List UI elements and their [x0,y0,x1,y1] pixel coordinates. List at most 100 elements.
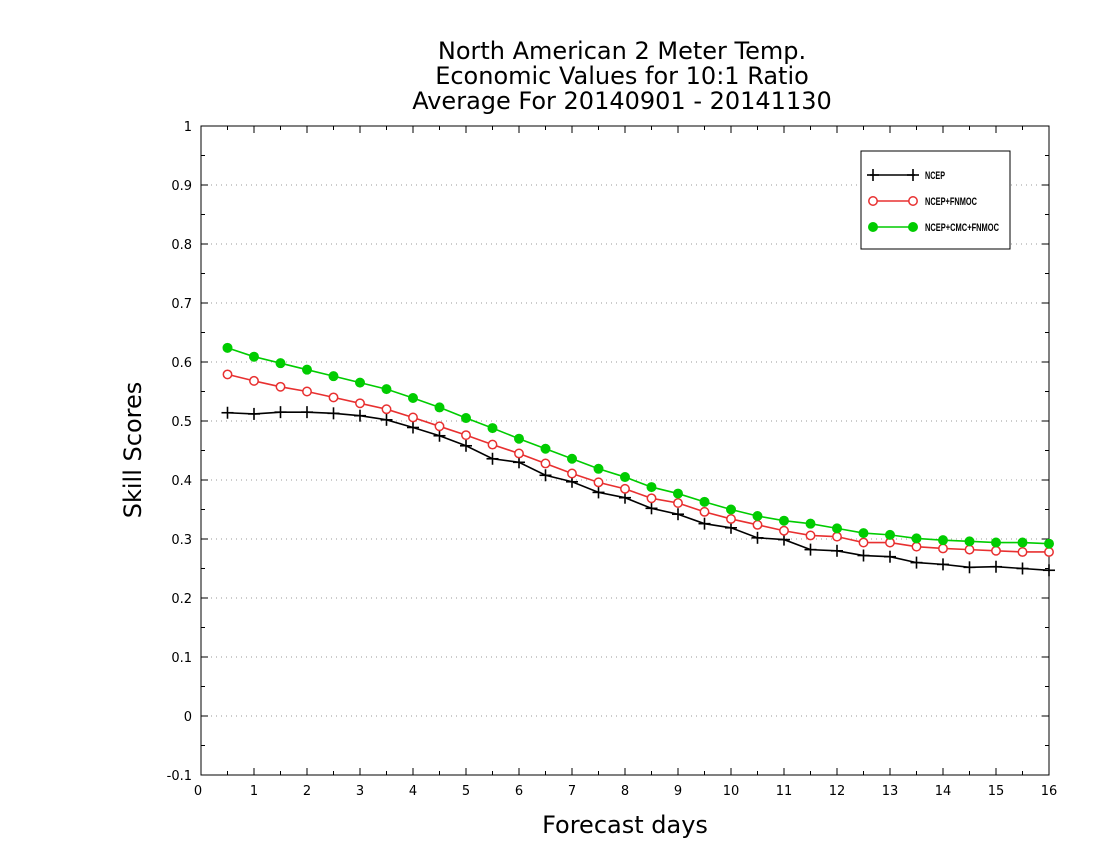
x-tick-label: 5 [462,784,470,799]
data-point [991,545,1001,556]
data-point [991,537,1001,548]
data-point [910,556,923,569]
legend-label: NCEP [925,170,945,182]
data-point [248,407,260,420]
data-point [884,550,896,563]
data-point [407,421,419,434]
y-tick-label: 0.8 [171,238,192,253]
data-series [221,342,1055,577]
series-3 [222,342,1054,549]
data-point [1044,547,1054,557]
data-point [699,496,710,507]
data-point [380,413,393,426]
data-point [620,483,630,494]
data-point [752,519,763,530]
chart-title-line-3: Average For 20140901 - 20141130 [412,87,832,115]
data-point [964,536,975,547]
x-tick-label: 8 [621,784,629,799]
data-point [354,409,366,422]
y-tick-label: 0.1 [171,651,192,666]
x-tick-label: 11 [776,784,793,799]
data-point [487,439,498,450]
x-tick-label: 0 [194,784,202,799]
x-tick-label: 7 [568,784,576,799]
data-point [963,561,976,574]
chart-title-line-1: North American 2 Meter Temp. [438,37,806,65]
data-point [514,433,524,444]
x-tick-label: 4 [409,784,417,799]
data-point [327,407,340,420]
legend: NCEP NCEP+FNMOC NCEP+CMC+FNMOC [860,150,1011,250]
series-line [227,373,1049,553]
data-point [805,518,816,529]
data-point [911,541,922,552]
y-tick-label: 0.6 [171,356,192,371]
data-point [858,537,869,548]
legend-marker [868,222,878,232]
x-axis: 0 1 2 3 4 5 6 7 8 9 10 11 12 13 14 15 16 [194,126,1057,799]
data-point [433,429,446,442]
data-point [539,469,552,482]
data-point [434,402,445,413]
data-point [381,384,392,395]
data-point [1016,562,1029,575]
legend-label: NCEP+CMC+FNMOC [925,222,999,234]
data-point [275,358,286,369]
y-tick-label: 0 [184,710,192,725]
data-point [911,533,922,544]
y-tick-label: 0.3 [171,533,192,548]
y-tick-label: -0.1 [167,769,192,784]
data-point [751,531,764,544]
y-tick-label: 0.5 [171,415,192,430]
y-axis-title: Skill Scores [119,382,147,519]
chart-title: North American 2 Meter Temp. Economic Va… [412,37,832,115]
data-point [726,513,736,524]
data-point [938,543,948,554]
data-point [355,398,365,409]
legend-marker [907,169,919,181]
data-point [990,560,1002,573]
data-point [249,375,259,386]
legend-marker [868,196,878,206]
legend-box [860,150,1011,250]
y-tick-label: 0.7 [171,297,192,312]
data-point [645,502,658,515]
data-point [249,351,259,362]
data-point [1044,538,1054,549]
data-point [355,377,365,388]
x-tick-label: 15 [988,784,1005,799]
data-point [832,523,842,534]
data-point [274,406,287,419]
y-tick-label: 0.4 [171,474,192,489]
x-tick-label: 9 [674,784,682,799]
data-point [567,468,577,479]
data-point [592,486,605,499]
x-tick-label: 3 [356,784,364,799]
legend-marker [908,196,918,206]
data-point [804,543,817,556]
legend-marker [908,222,918,232]
data-point [1043,564,1055,577]
data-point [779,515,789,526]
data-point [752,510,763,521]
data-point [222,342,233,353]
data-point [1017,537,1028,548]
x-tick-label: 1 [250,784,258,799]
data-point [1017,547,1028,557]
data-point [779,525,789,536]
x-tick-label: 10 [723,784,740,799]
gridlines [201,184,1049,717]
legend-marker [867,169,879,181]
data-point [964,544,975,555]
series-1 [221,406,1055,577]
y-axis: -0.1 0 0.1 0.2 0.3 0.4 0.5 0.6 0.7 0.8 0.9 1 [167,120,1049,784]
x-tick-label: 12 [829,784,846,799]
data-point [461,413,471,424]
data-point [328,371,339,382]
chart-title-line-2: Economic Values for 10:1 Ratio [435,62,809,90]
y-tick-label: 1 [184,120,192,135]
data-point [514,448,524,459]
y-tick-label: 0.9 [171,179,192,194]
data-point [381,404,392,415]
data-point [302,364,312,375]
